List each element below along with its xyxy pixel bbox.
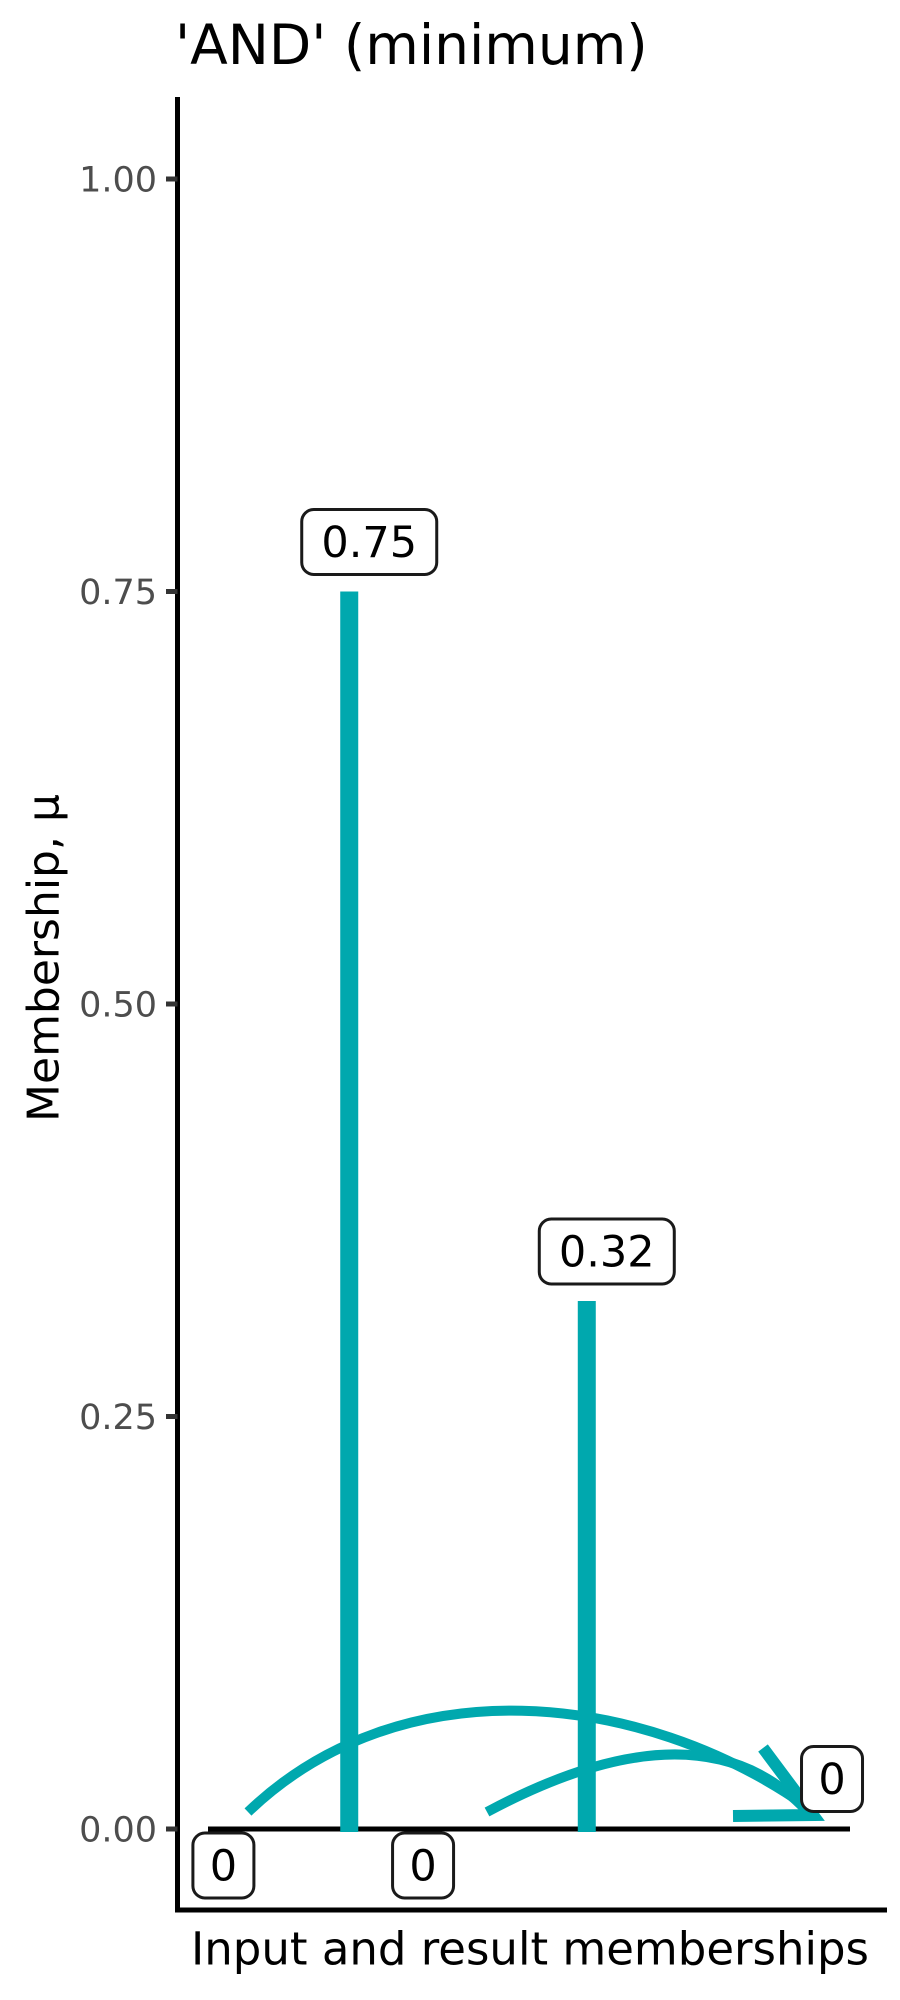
y-tick-label: 0.75	[79, 573, 157, 613]
zero-label-2-box	[391, 1831, 456, 1900]
y-tick-label: 0.00	[79, 1810, 157, 1850]
value-label-input_a-text: 0.75	[321, 518, 417, 568]
membership-bar-input_b	[577, 1301, 596, 1832]
zero-label-1-text: 0	[210, 1842, 237, 1892]
value-label-input_a-box	[300, 508, 439, 576]
y-tick-label: 1.00	[79, 160, 157, 200]
zero-label-2-text: 0	[409, 1842, 436, 1892]
value-label-input_b-text: 0.32	[559, 1228, 655, 1278]
chart-title: 'AND' (minimum)	[175, 13, 648, 77]
zero-label-1-box	[191, 1831, 256, 1900]
x-axis-title: Input and result memberships	[191, 1922, 869, 1976]
value-label-input_b-box	[537, 1217, 676, 1286]
arrowhead-icon	[732, 1744, 825, 1822]
y-tick-label: 0.25	[79, 1398, 157, 1438]
membership-bar-input_a	[340, 591, 359, 1832]
y-tick-label: 0.50	[79, 985, 157, 1025]
result-label-text: 0	[818, 1755, 845, 1805]
result-label-box	[800, 1745, 865, 1813]
combine-arrow-input-b	[484, 1749, 810, 1817]
